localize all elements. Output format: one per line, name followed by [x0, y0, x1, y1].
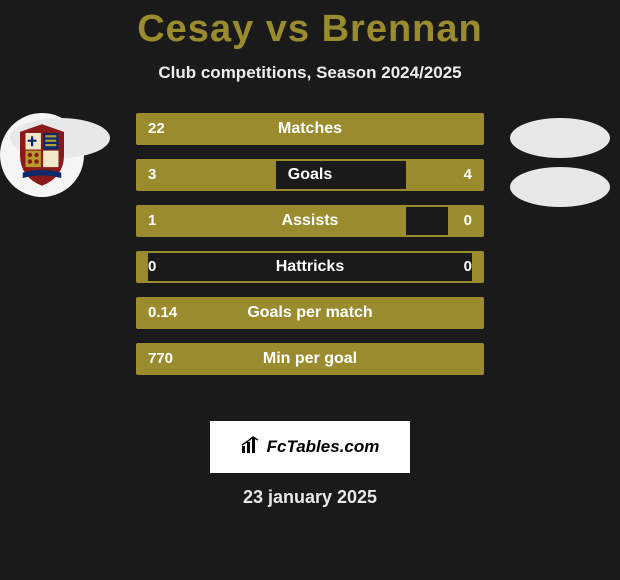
vs-text: vs [266, 8, 322, 50]
stat-row-matches: 22Matches [136, 113, 484, 145]
player1-name: Cesay [137, 8, 254, 50]
stat-row-goals: 34Goals [136, 159, 484, 191]
attribution-badge[interactable]: FcTables.com [210, 421, 410, 473]
attribution-text: FcTables.com [267, 437, 380, 457]
stat-row-hattricks: 00Hattricks [136, 251, 484, 283]
player2-avatar [510, 118, 610, 158]
stat-row-min-per-goal: 770Min per goal [136, 343, 484, 375]
stat-bars: 22Matches 34Goals 10Assists 00Hattricks 0.14… [136, 113, 484, 389]
subtitle: Club competitions, Season 2024/2025 [0, 63, 620, 83]
player2-club-crest [510, 167, 610, 207]
stat-label: Goals per match [138, 299, 482, 327]
stat-label: Min per goal [138, 345, 482, 373]
date-text: 23 january 2025 [0, 487, 620, 508]
chart-icon [241, 436, 261, 459]
page-title: Cesay vs Brennan [0, 0, 620, 51]
stat-label: Hattricks [138, 253, 482, 281]
player2-name: Brennan [322, 8, 483, 50]
stat-row-assists: 10Assists [136, 205, 484, 237]
stat-label: Assists [138, 207, 482, 235]
stat-label: Matches [138, 115, 482, 143]
comparison-area: 22Matches 34Goals 10Assists 00Hattricks 0.14… [0, 113, 620, 413]
crest-icon [9, 122, 75, 188]
stat-label: Goals [138, 161, 482, 189]
stat-row-goals-per-match: 0.14Goals per match [136, 297, 484, 329]
player1-club-crest [0, 113, 84, 197]
